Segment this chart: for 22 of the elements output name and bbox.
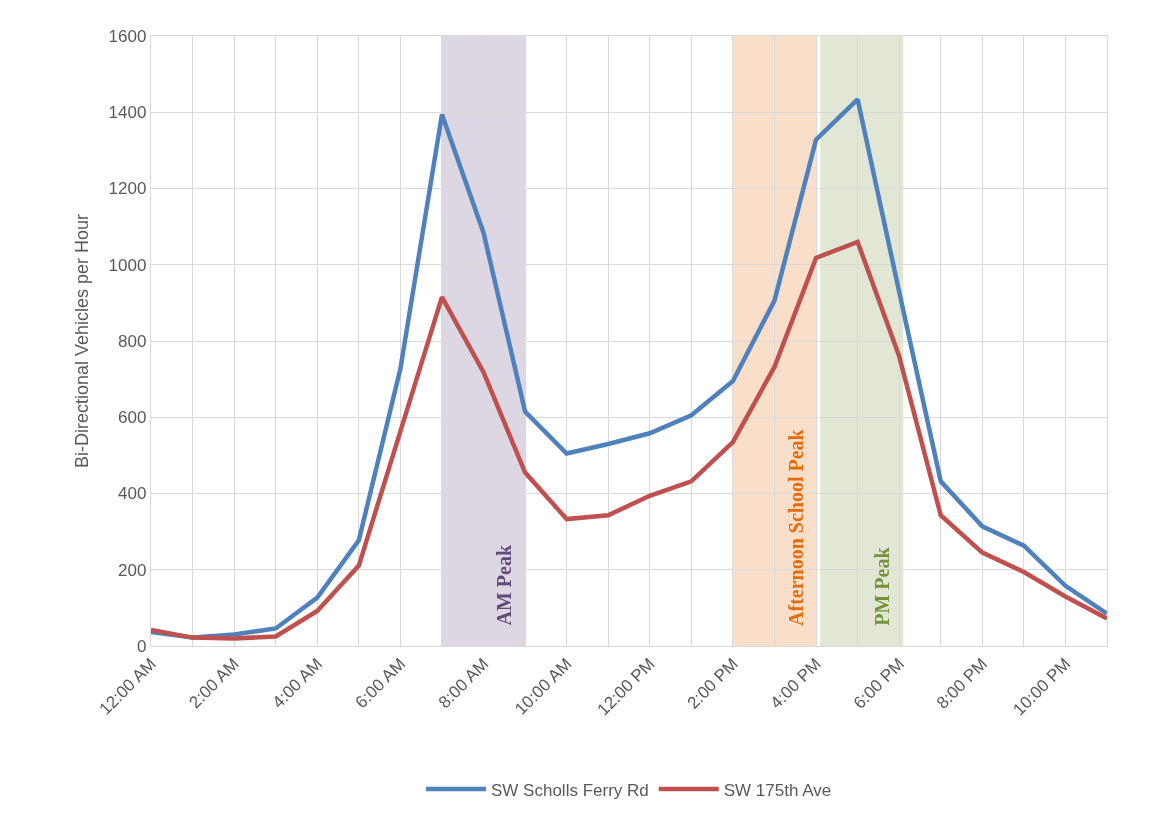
y-tick-label: 1200 — [108, 179, 147, 199]
x-tick-label: 4:00 AM — [268, 654, 327, 712]
band-label: PM Peak — [871, 546, 894, 626]
legend-label: SW 175th Ave — [723, 780, 832, 800]
line-series — [151, 97, 1107, 640]
y-tick-label: 1000 — [108, 255, 147, 275]
y-tick-label: 600 — [118, 408, 147, 428]
y-tick-label: 800 — [118, 331, 147, 351]
band-label: Afternoon School Peak — [784, 428, 807, 626]
y-tick-label: 1600 — [108, 26, 147, 46]
y-tick-label: 0 — [136, 636, 147, 656]
y-tick-label: 200 — [118, 560, 147, 580]
x-tick-label: 4:00 PM — [766, 654, 825, 713]
x-tick-label: 6:00 PM — [849, 654, 909, 713]
x-tick-label: 8:00 PM — [932, 654, 992, 713]
x-tick-label: 6:00 AM — [351, 654, 410, 712]
line-series — [151, 239, 1107, 641]
legend-label: SW Scholls Ferry Rd — [491, 780, 649, 800]
band-label: AM Peak — [493, 544, 516, 626]
y-tick-label: 1400 — [108, 103, 147, 123]
y-tick-label: 400 — [118, 484, 147, 504]
y-axis-title: Bi-Directional Vehicles per Hour — [71, 213, 92, 469]
